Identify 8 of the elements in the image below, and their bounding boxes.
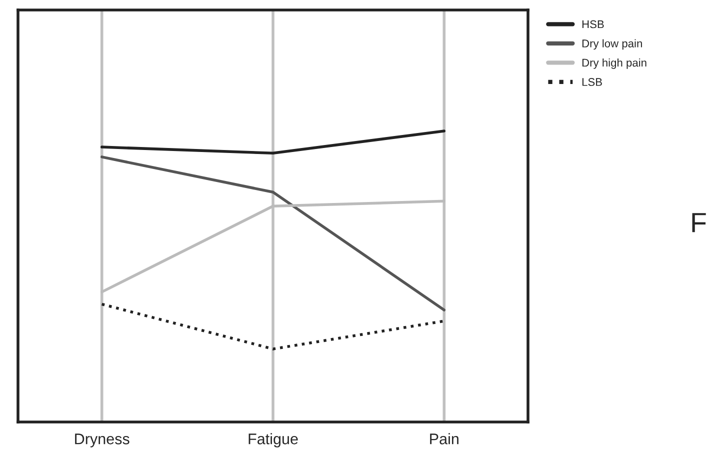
x-tick-label: Dryness xyxy=(75,434,130,448)
text: F xyxy=(692,213,706,232)
x-tick-label: Fatigue xyxy=(248,433,298,448)
x-tick-label: Pain xyxy=(430,433,458,444)
legend-label: HSB xyxy=(582,20,604,28)
legend-label: Dry low pain xyxy=(582,39,642,50)
legend-label: LSB xyxy=(582,78,602,86)
legend-label: Dry high pain xyxy=(582,58,646,69)
